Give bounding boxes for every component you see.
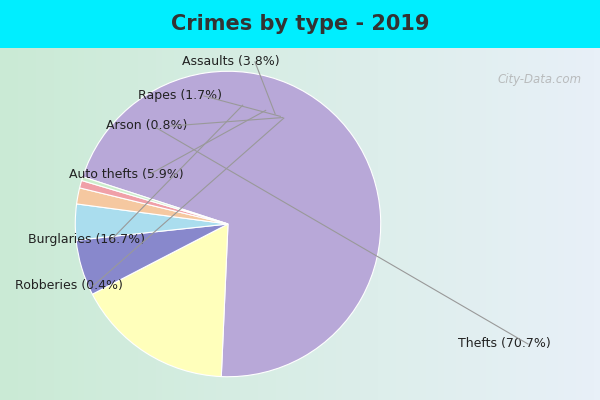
Text: Arson (0.8%): Arson (0.8%) bbox=[106, 120, 188, 132]
Wedge shape bbox=[83, 71, 381, 377]
Text: Rapes (1.7%): Rapes (1.7%) bbox=[138, 90, 222, 102]
Text: City-Data.com: City-Data.com bbox=[498, 74, 582, 86]
Wedge shape bbox=[92, 224, 228, 376]
Wedge shape bbox=[80, 180, 228, 224]
Text: Assaults (3.8%): Assaults (3.8%) bbox=[182, 56, 280, 68]
Text: Robberies (0.4%): Robberies (0.4%) bbox=[15, 280, 123, 292]
Wedge shape bbox=[82, 177, 228, 224]
Text: Crimes by type - 2019: Crimes by type - 2019 bbox=[171, 14, 429, 34]
Wedge shape bbox=[75, 204, 228, 240]
Text: Burglaries (16.7%): Burglaries (16.7%) bbox=[29, 234, 146, 246]
Wedge shape bbox=[77, 188, 228, 224]
Text: Auto thefts (5.9%): Auto thefts (5.9%) bbox=[68, 168, 184, 180]
Text: Thefts (70.7%): Thefts (70.7%) bbox=[458, 338, 550, 350]
Wedge shape bbox=[76, 224, 228, 294]
